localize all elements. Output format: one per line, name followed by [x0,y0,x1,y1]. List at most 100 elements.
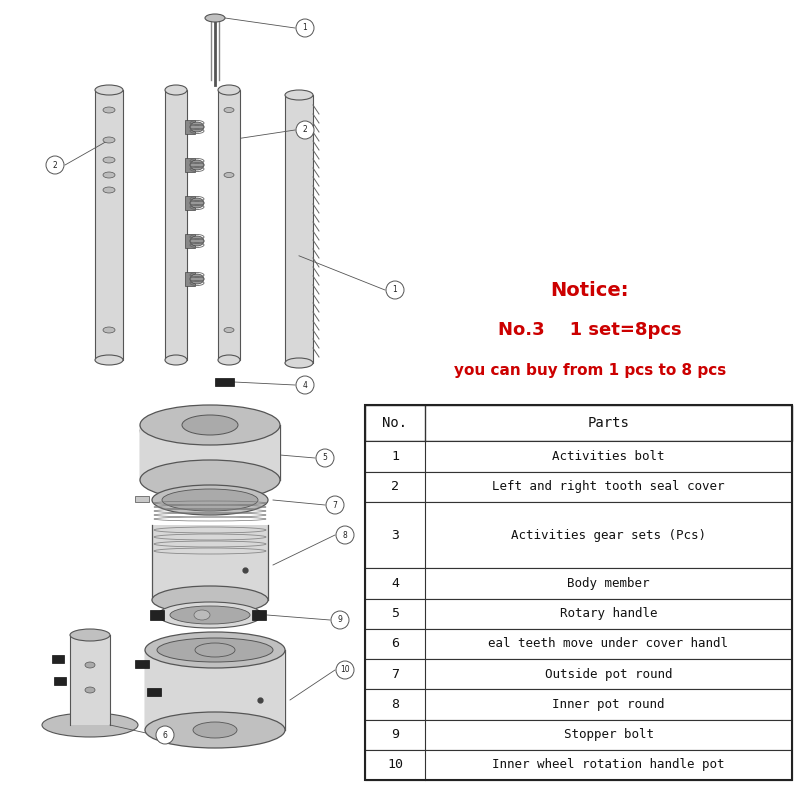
Text: 3: 3 [391,529,399,542]
Polygon shape [70,635,110,725]
Polygon shape [365,405,792,442]
Text: 5: 5 [391,607,399,620]
Polygon shape [147,688,161,696]
Text: Stopper bolt: Stopper bolt [563,728,654,741]
Circle shape [386,281,404,299]
Ellipse shape [103,137,115,143]
Ellipse shape [157,638,273,662]
Polygon shape [365,502,792,568]
Ellipse shape [182,415,238,435]
Circle shape [296,376,314,394]
Polygon shape [185,120,195,134]
Polygon shape [185,196,195,210]
Text: eal teeth move under cover handl: eal teeth move under cover handl [489,638,729,650]
Text: 7: 7 [391,668,399,681]
Ellipse shape [145,712,285,748]
Polygon shape [365,719,792,750]
Text: Inner pot round: Inner pot round [552,698,665,711]
Ellipse shape [190,198,204,208]
Ellipse shape [165,85,187,95]
Ellipse shape [190,122,204,132]
Text: Outside pot round: Outside pot round [545,668,672,681]
Ellipse shape [103,327,115,333]
Text: 10: 10 [387,758,403,771]
Ellipse shape [85,687,95,693]
Text: 6: 6 [391,638,399,650]
Ellipse shape [165,355,187,365]
Polygon shape [365,471,792,502]
Ellipse shape [224,173,234,178]
Text: Parts: Parts [587,416,630,430]
Ellipse shape [170,606,250,624]
Polygon shape [365,690,792,719]
Ellipse shape [218,85,240,95]
Ellipse shape [218,355,240,365]
Text: 8: 8 [342,530,347,539]
Ellipse shape [103,172,115,178]
Text: Activities bolt: Activities bolt [552,450,665,463]
Circle shape [296,19,314,37]
Text: 2: 2 [391,480,399,493]
Circle shape [336,661,354,679]
Ellipse shape [152,586,268,614]
Polygon shape [140,425,280,480]
Ellipse shape [103,157,115,163]
Polygon shape [165,90,187,360]
Polygon shape [365,568,792,598]
Polygon shape [365,629,792,659]
Circle shape [331,611,349,629]
Text: Notice:: Notice: [550,281,630,299]
Polygon shape [365,598,792,629]
Ellipse shape [140,405,280,445]
Text: 10: 10 [340,666,350,674]
Circle shape [156,726,174,744]
Ellipse shape [103,187,115,193]
Polygon shape [285,95,313,363]
Circle shape [326,496,344,514]
Ellipse shape [224,327,234,333]
Polygon shape [135,660,149,668]
Text: 2: 2 [53,161,58,170]
Polygon shape [152,525,268,600]
Ellipse shape [194,610,210,620]
Text: 1: 1 [302,23,307,33]
Text: Activities gear sets (Pcs): Activities gear sets (Pcs) [511,529,706,542]
Text: 6: 6 [162,730,167,739]
Text: 2: 2 [302,126,307,134]
Text: Rotary handle: Rotary handle [560,607,658,620]
Polygon shape [54,677,66,685]
Polygon shape [365,659,792,690]
Ellipse shape [95,355,123,365]
Ellipse shape [103,107,115,113]
Ellipse shape [158,602,262,628]
Text: 9: 9 [391,728,399,741]
Text: 1: 1 [391,450,399,463]
Ellipse shape [285,90,313,100]
Ellipse shape [152,485,268,515]
Circle shape [46,156,64,174]
Ellipse shape [224,107,234,113]
Polygon shape [215,378,234,386]
Text: No.: No. [382,416,407,430]
Polygon shape [95,90,123,360]
Text: Inner wheel rotation handle pot: Inner wheel rotation handle pot [492,758,725,771]
Text: 1: 1 [393,286,398,294]
Polygon shape [145,650,285,730]
Ellipse shape [70,629,110,641]
Circle shape [336,526,354,544]
Polygon shape [365,750,792,780]
Ellipse shape [195,643,235,657]
Text: Left and right tooth seal cover: Left and right tooth seal cover [492,480,725,493]
Ellipse shape [162,489,258,511]
Ellipse shape [42,713,138,737]
Text: 4: 4 [391,577,399,590]
Polygon shape [252,610,266,620]
Polygon shape [185,234,195,248]
Text: you can buy from 1 pcs to 8 pcs: you can buy from 1 pcs to 8 pcs [454,362,726,378]
Ellipse shape [140,460,280,500]
Ellipse shape [190,160,204,170]
Polygon shape [218,90,240,360]
Ellipse shape [95,85,123,95]
Polygon shape [150,610,164,620]
Text: 9: 9 [338,615,342,625]
